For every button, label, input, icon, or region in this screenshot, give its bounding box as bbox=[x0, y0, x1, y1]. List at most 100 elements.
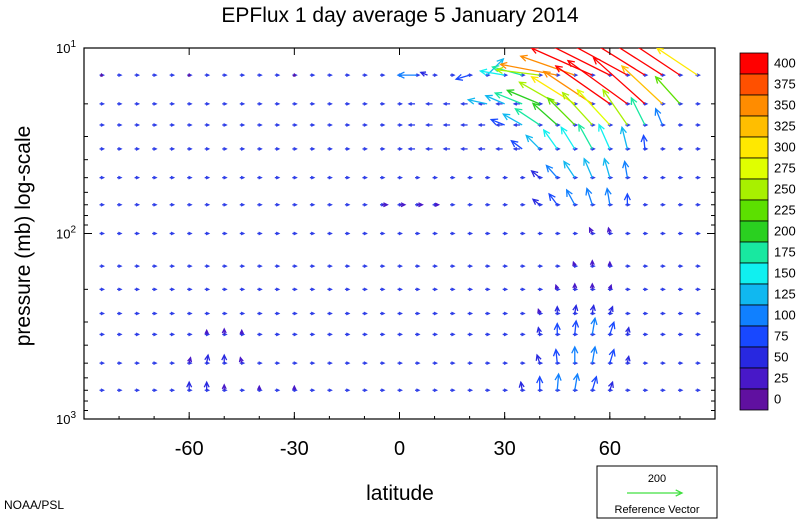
weak-vector bbox=[467, 231, 474, 236]
weak-vector bbox=[309, 332, 316, 337]
weak-vector bbox=[485, 361, 491, 366]
weak-vector bbox=[117, 123, 123, 127]
weak-vector bbox=[222, 175, 228, 180]
weak-vector bbox=[485, 311, 491, 316]
weak-vector bbox=[134, 73, 141, 77]
weak-vector bbox=[432, 361, 439, 366]
weak-vector bbox=[660, 202, 666, 207]
weak-vector bbox=[99, 101, 106, 106]
flux-vector bbox=[531, 198, 541, 206]
flux-vector bbox=[514, 107, 541, 126]
weak-vector bbox=[239, 388, 246, 393]
weak-vector bbox=[117, 332, 123, 337]
weak-vector bbox=[257, 361, 263, 366]
weak-vector bbox=[397, 123, 403, 127]
weak-vector bbox=[187, 287, 193, 292]
colorbar-swatch bbox=[739, 241, 769, 264]
flux-vector bbox=[434, 202, 441, 208]
weak-vector bbox=[327, 231, 333, 236]
flux-vector bbox=[221, 327, 227, 335]
flux-vector bbox=[589, 303, 596, 314]
weak-vector bbox=[502, 264, 509, 269]
weak-vector bbox=[292, 287, 298, 292]
weak-vector bbox=[309, 287, 316, 292]
weak-vector bbox=[415, 175, 421, 180]
y-tick-label: 102 bbox=[56, 225, 76, 242]
flux-vector bbox=[239, 328, 244, 335]
weak-vector bbox=[379, 147, 386, 151]
weak-vector bbox=[467, 202, 474, 207]
weak-vector bbox=[152, 231, 158, 236]
weak-vector bbox=[432, 264, 439, 269]
background-vectors bbox=[99, 73, 701, 393]
weak-vector bbox=[502, 388, 509, 393]
weak-vector bbox=[274, 332, 281, 337]
weak-vector bbox=[204, 123, 211, 127]
weak-vector bbox=[239, 73, 246, 77]
weak-vector bbox=[520, 264, 526, 269]
weak-vector bbox=[362, 202, 368, 207]
weak-vector bbox=[292, 264, 298, 269]
flux-vector bbox=[560, 126, 576, 150]
weak-vector bbox=[152, 388, 158, 393]
y-tick-label: 103 bbox=[56, 410, 76, 427]
weak-vector bbox=[169, 101, 176, 106]
flux-vector bbox=[602, 88, 628, 126]
weak-vector bbox=[292, 101, 298, 106]
weak-vector bbox=[344, 287, 351, 292]
weak-vector bbox=[292, 311, 298, 316]
weak-vector bbox=[467, 287, 474, 292]
weak-vector bbox=[257, 101, 263, 106]
weak-vector bbox=[450, 311, 456, 316]
weak-vector bbox=[695, 332, 701, 337]
weak-vector bbox=[625, 231, 631, 236]
flux-vector bbox=[554, 305, 561, 314]
weak-vector bbox=[117, 175, 123, 180]
weak-vector bbox=[502, 287, 509, 292]
flux-vector bbox=[571, 345, 579, 364]
weak-vector bbox=[695, 388, 701, 393]
weak-vector bbox=[309, 388, 316, 393]
weak-vector bbox=[362, 311, 368, 316]
weak-vector bbox=[117, 264, 123, 269]
weak-vector bbox=[642, 202, 649, 207]
weak-vector bbox=[169, 147, 176, 151]
weak-vector bbox=[397, 287, 403, 292]
weak-vector bbox=[520, 287, 526, 292]
flux-vector bbox=[640, 133, 648, 149]
flux-vector bbox=[606, 226, 612, 234]
weak-vector bbox=[134, 147, 141, 151]
weak-vector bbox=[169, 287, 176, 292]
weak-vector bbox=[379, 287, 386, 292]
weak-vector bbox=[415, 388, 421, 393]
weak-vector bbox=[222, 101, 228, 106]
colorbar-swatch bbox=[739, 136, 769, 159]
weak-vector bbox=[327, 202, 333, 207]
colorbar-label: 150 bbox=[774, 266, 796, 281]
weak-vector bbox=[477, 123, 486, 127]
colorbar-swatch bbox=[739, 199, 769, 222]
flux-vector bbox=[221, 353, 228, 364]
weak-vector bbox=[327, 361, 333, 366]
weak-vector bbox=[257, 332, 263, 337]
weak-vector bbox=[274, 231, 281, 236]
weak-vector bbox=[362, 101, 368, 106]
colorbar-swatch bbox=[739, 157, 769, 180]
weak-vector bbox=[450, 202, 456, 207]
weak-vector bbox=[660, 175, 666, 180]
weak-vector bbox=[520, 311, 526, 316]
weak-vector bbox=[415, 287, 421, 292]
weak-vector bbox=[450, 332, 456, 337]
weak-vector bbox=[292, 147, 298, 151]
weak-vector bbox=[327, 123, 333, 127]
weak-vector bbox=[460, 101, 468, 106]
weak-vector bbox=[204, 311, 211, 316]
colorbar-label: 275 bbox=[774, 161, 796, 176]
weak-vector bbox=[257, 231, 263, 236]
weak-vector bbox=[344, 311, 351, 316]
flux-vector bbox=[654, 75, 681, 105]
weak-vector bbox=[677, 147, 684, 151]
weak-vector bbox=[257, 73, 263, 77]
weak-vector bbox=[432, 231, 439, 236]
weak-vector bbox=[239, 231, 246, 236]
